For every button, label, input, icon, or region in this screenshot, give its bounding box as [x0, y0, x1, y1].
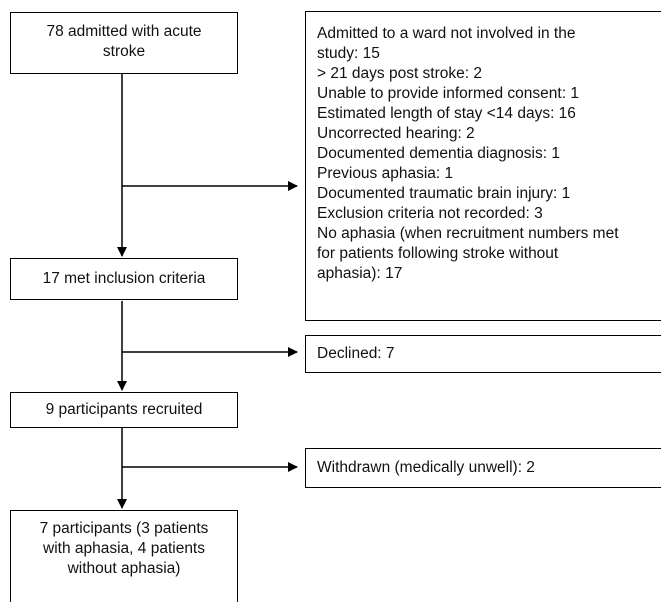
excluded-line: Exclusion criteria not recorded: 3 [317, 205, 543, 222]
declined-line: Declined: 7 [317, 345, 395, 362]
withdrawn-line: Withdrawn (medically unwell): 2 [317, 459, 535, 476]
inclusion-line: 17 met inclusion criteria [42, 270, 206, 287]
admitted-line: 78 admitted with acute [46, 23, 202, 40]
admitted-line: stroke [102, 43, 146, 60]
excluded-line: Admitted to a ward not involved in the [317, 25, 576, 42]
excluded-line: Documented dementia diagnosis: 1 [317, 145, 560, 162]
inclusion-box: 17 met inclusion criteria [10, 258, 238, 300]
excluded-line: No aphasia (when recruitment numbers met [317, 225, 619, 242]
excluded-line: Documented traumatic brain injury: 1 [317, 185, 571, 202]
recruited-box: 9 participants recruited [10, 392, 238, 428]
withdrawn-box: Withdrawn (medically unwell): 2 [305, 448, 661, 488]
excluded-line: Estimated length of stay <14 days: 16 [317, 105, 576, 122]
excluded-line: Uncorrected hearing: 2 [317, 125, 475, 142]
final-line: 7 participants (3 patients [39, 520, 209, 537]
final-line: without aphasia) [67, 560, 181, 577]
recruited-line: 9 participants recruited [45, 401, 203, 418]
excluded-line: > 21 days post stroke: 2 [317, 65, 482, 82]
excluded-line: Previous aphasia: 1 [317, 165, 454, 182]
excluded-box: Admitted to a ward not involved in the s… [305, 11, 661, 321]
excluded-line: study: 15 [317, 45, 380, 62]
final-line: with aphasia, 4 patients [43, 540, 205, 557]
excluded-line: for patients following stroke without [317, 245, 559, 262]
final-box: 7 participants (3 patients with aphasia,… [10, 510, 238, 602]
excluded-line: Unable to provide informed consent: 1 [317, 85, 579, 102]
admitted-box: 78 admitted with acute stroke [10, 12, 238, 74]
declined-box: Declined: 7 [305, 335, 661, 373]
excluded-line: aphasia): 17 [317, 265, 403, 282]
